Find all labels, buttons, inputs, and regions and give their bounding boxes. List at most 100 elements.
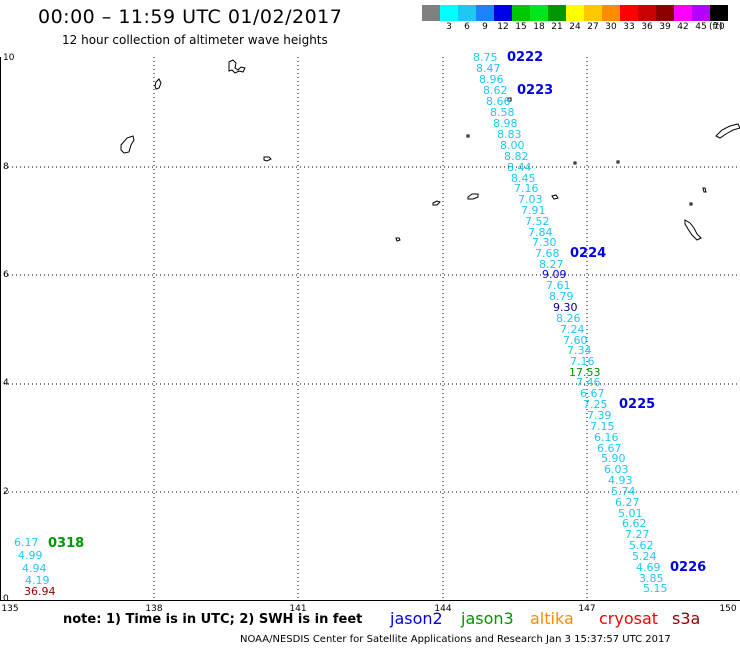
wave-height-value: 8.83 bbox=[497, 128, 522, 141]
y-tick-label: 0 bbox=[3, 594, 9, 604]
map-frame bbox=[0, 57, 740, 601]
legend-swatch bbox=[656, 5, 674, 21]
x-tick-label: 144 bbox=[434, 604, 452, 614]
legend-label: 9 bbox=[482, 22, 488, 32]
legend-swatch bbox=[566, 5, 584, 21]
wave-height-value: 7.61 bbox=[546, 279, 571, 292]
footer-note: note: 1) Time is in UTC; 2) SWH is in fe… bbox=[63, 612, 363, 627]
wave-height-value: 8.58 bbox=[490, 106, 515, 119]
coastline-east bbox=[715, 123, 740, 139]
x-tick-label: 138 bbox=[145, 604, 163, 614]
x-tick-label: 135 bbox=[1, 604, 19, 614]
wave-height-value: 9.09 bbox=[542, 268, 567, 281]
wave-height-value: 9.30 bbox=[553, 301, 578, 314]
wave-height-value: 7.27 bbox=[625, 528, 650, 541]
legend-swatch bbox=[638, 5, 656, 21]
legend-label: 27 bbox=[587, 22, 599, 32]
coastline-east bbox=[684, 219, 702, 241]
wave-height-value: 5.62 bbox=[629, 539, 654, 552]
y-tick-label: 6 bbox=[3, 270, 9, 280]
legend-swatch bbox=[494, 5, 512, 21]
wave-height-value: 5.01 bbox=[618, 507, 643, 520]
wave-height-value: 7.68 bbox=[535, 247, 560, 260]
wave-height-value: 5.24 bbox=[632, 550, 657, 563]
wave-height-value: 7.16 bbox=[514, 182, 539, 195]
wave-height-value: 3.85 bbox=[639, 572, 664, 585]
x-tick-label: 150 bbox=[719, 604, 737, 614]
legend-label: 18 bbox=[533, 22, 545, 32]
wave-height-value: 17.53 bbox=[569, 366, 601, 379]
x-tick-label: 147 bbox=[578, 604, 596, 614]
satellite-name: s3a bbox=[672, 609, 701, 628]
wave-height-value: 36.94 bbox=[24, 585, 56, 598]
wave-height-value: 5.90 bbox=[601, 452, 626, 465]
wave-height-value: 8.45 bbox=[511, 172, 536, 185]
footer-credit: NOAA/NESDIS Center for Satellite Applica… bbox=[240, 634, 671, 645]
wave-height-value: 8.75 bbox=[473, 51, 498, 64]
island-outline bbox=[154, 78, 162, 90]
island-outline bbox=[228, 59, 246, 74]
legend-unit: (ft) bbox=[709, 22, 723, 32]
wave-height-value: 8.66 bbox=[486, 95, 511, 108]
y-tick-label: 10 bbox=[3, 53, 15, 63]
map-subtitle: 12 hour collection of altimeter wave hei… bbox=[62, 33, 328, 47]
wave-height-value: 8.62 bbox=[483, 84, 508, 97]
wave-height-value: 8.79 bbox=[549, 290, 574, 303]
legend-swatch bbox=[584, 5, 602, 21]
island-outline bbox=[395, 237, 401, 242]
legend-swatch bbox=[674, 5, 692, 21]
wave-height-value: 4.19 bbox=[25, 574, 50, 587]
legend-swatch bbox=[422, 5, 440, 21]
track-time-label: 0318 bbox=[48, 536, 85, 551]
track-time-label: 0224 bbox=[570, 246, 607, 261]
wave-height-value: 7.30 bbox=[532, 236, 557, 249]
wave-height-value: 8.82 bbox=[504, 150, 529, 163]
wave-height-value: 7.52 bbox=[525, 215, 550, 228]
y-tick-label: 4 bbox=[3, 378, 9, 388]
wave-height-value: 7.60 bbox=[563, 334, 588, 347]
color-scale-legend bbox=[422, 5, 728, 21]
legend-label: 36 bbox=[641, 22, 653, 32]
island-outline bbox=[616, 160, 620, 164]
island-outline bbox=[467, 193, 479, 200]
wave-height-value: 4.69 bbox=[636, 561, 661, 574]
wave-height-value: 8.44 bbox=[507, 161, 532, 174]
legend-swatch bbox=[440, 5, 458, 21]
legend-label: 39 bbox=[659, 22, 671, 32]
wave-height-value: 7.24 bbox=[560, 323, 585, 336]
wave-height-value: 7.16 bbox=[570, 355, 595, 368]
legend-swatch bbox=[512, 5, 530, 21]
island-outline bbox=[573, 161, 577, 165]
track-time-label: 0225 bbox=[619, 397, 656, 412]
legend-swatch bbox=[476, 5, 494, 21]
wave-height-value: 8.96 bbox=[479, 73, 504, 86]
island-outline bbox=[120, 135, 135, 154]
legend-label: 30 bbox=[605, 22, 617, 32]
track-time-label: 0226 bbox=[670, 560, 707, 575]
wave-height-value: 6.67 bbox=[597, 442, 622, 455]
coastlines bbox=[120, 59, 740, 242]
wave-height-value: 6.67 bbox=[580, 387, 605, 400]
wave-height-value: 8.26 bbox=[556, 312, 581, 325]
wave-height-value: 4.94 bbox=[22, 562, 47, 575]
satellite-name: cryosat bbox=[599, 609, 659, 628]
legend-swatch bbox=[548, 5, 566, 21]
island-outline bbox=[551, 194, 559, 200]
wave-height-value: 6.16 bbox=[594, 431, 619, 444]
legend-label: 33 bbox=[623, 22, 635, 32]
map-title: 00:00 – 11:59 UTC 01/02/2017 bbox=[38, 6, 343, 28]
legend-label: 3 bbox=[446, 22, 452, 32]
island-outline bbox=[263, 156, 272, 162]
legend-label: 12 bbox=[497, 22, 509, 32]
wave-height-value: 7.91 bbox=[521, 204, 546, 217]
wave-height-value: 7.34 bbox=[567, 344, 592, 357]
legend-label: 24 bbox=[569, 22, 581, 32]
wave-height-value: 7.39 bbox=[587, 409, 612, 422]
legend-label: 15 bbox=[515, 22, 527, 32]
legend-swatch bbox=[620, 5, 638, 21]
wave-height-value: 6.27 bbox=[615, 496, 640, 509]
track-time-label: 0223 bbox=[517, 83, 554, 98]
wave-height-value: 6.62 bbox=[622, 517, 647, 530]
legend-swatch bbox=[692, 5, 710, 21]
